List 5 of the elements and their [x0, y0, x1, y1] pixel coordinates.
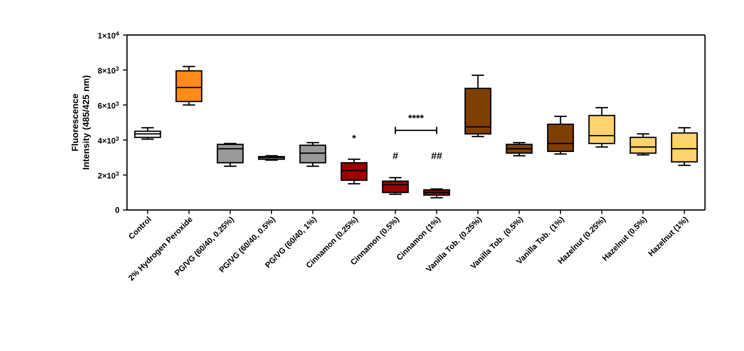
y-axis-title: Fluorescence Intensity (485/425 nm): [72, 76, 91, 170]
annotation: ##: [431, 152, 442, 160]
annotation: *: [352, 134, 356, 139]
annotation: ****: [408, 114, 424, 118]
annotation: #: [392, 152, 398, 160]
